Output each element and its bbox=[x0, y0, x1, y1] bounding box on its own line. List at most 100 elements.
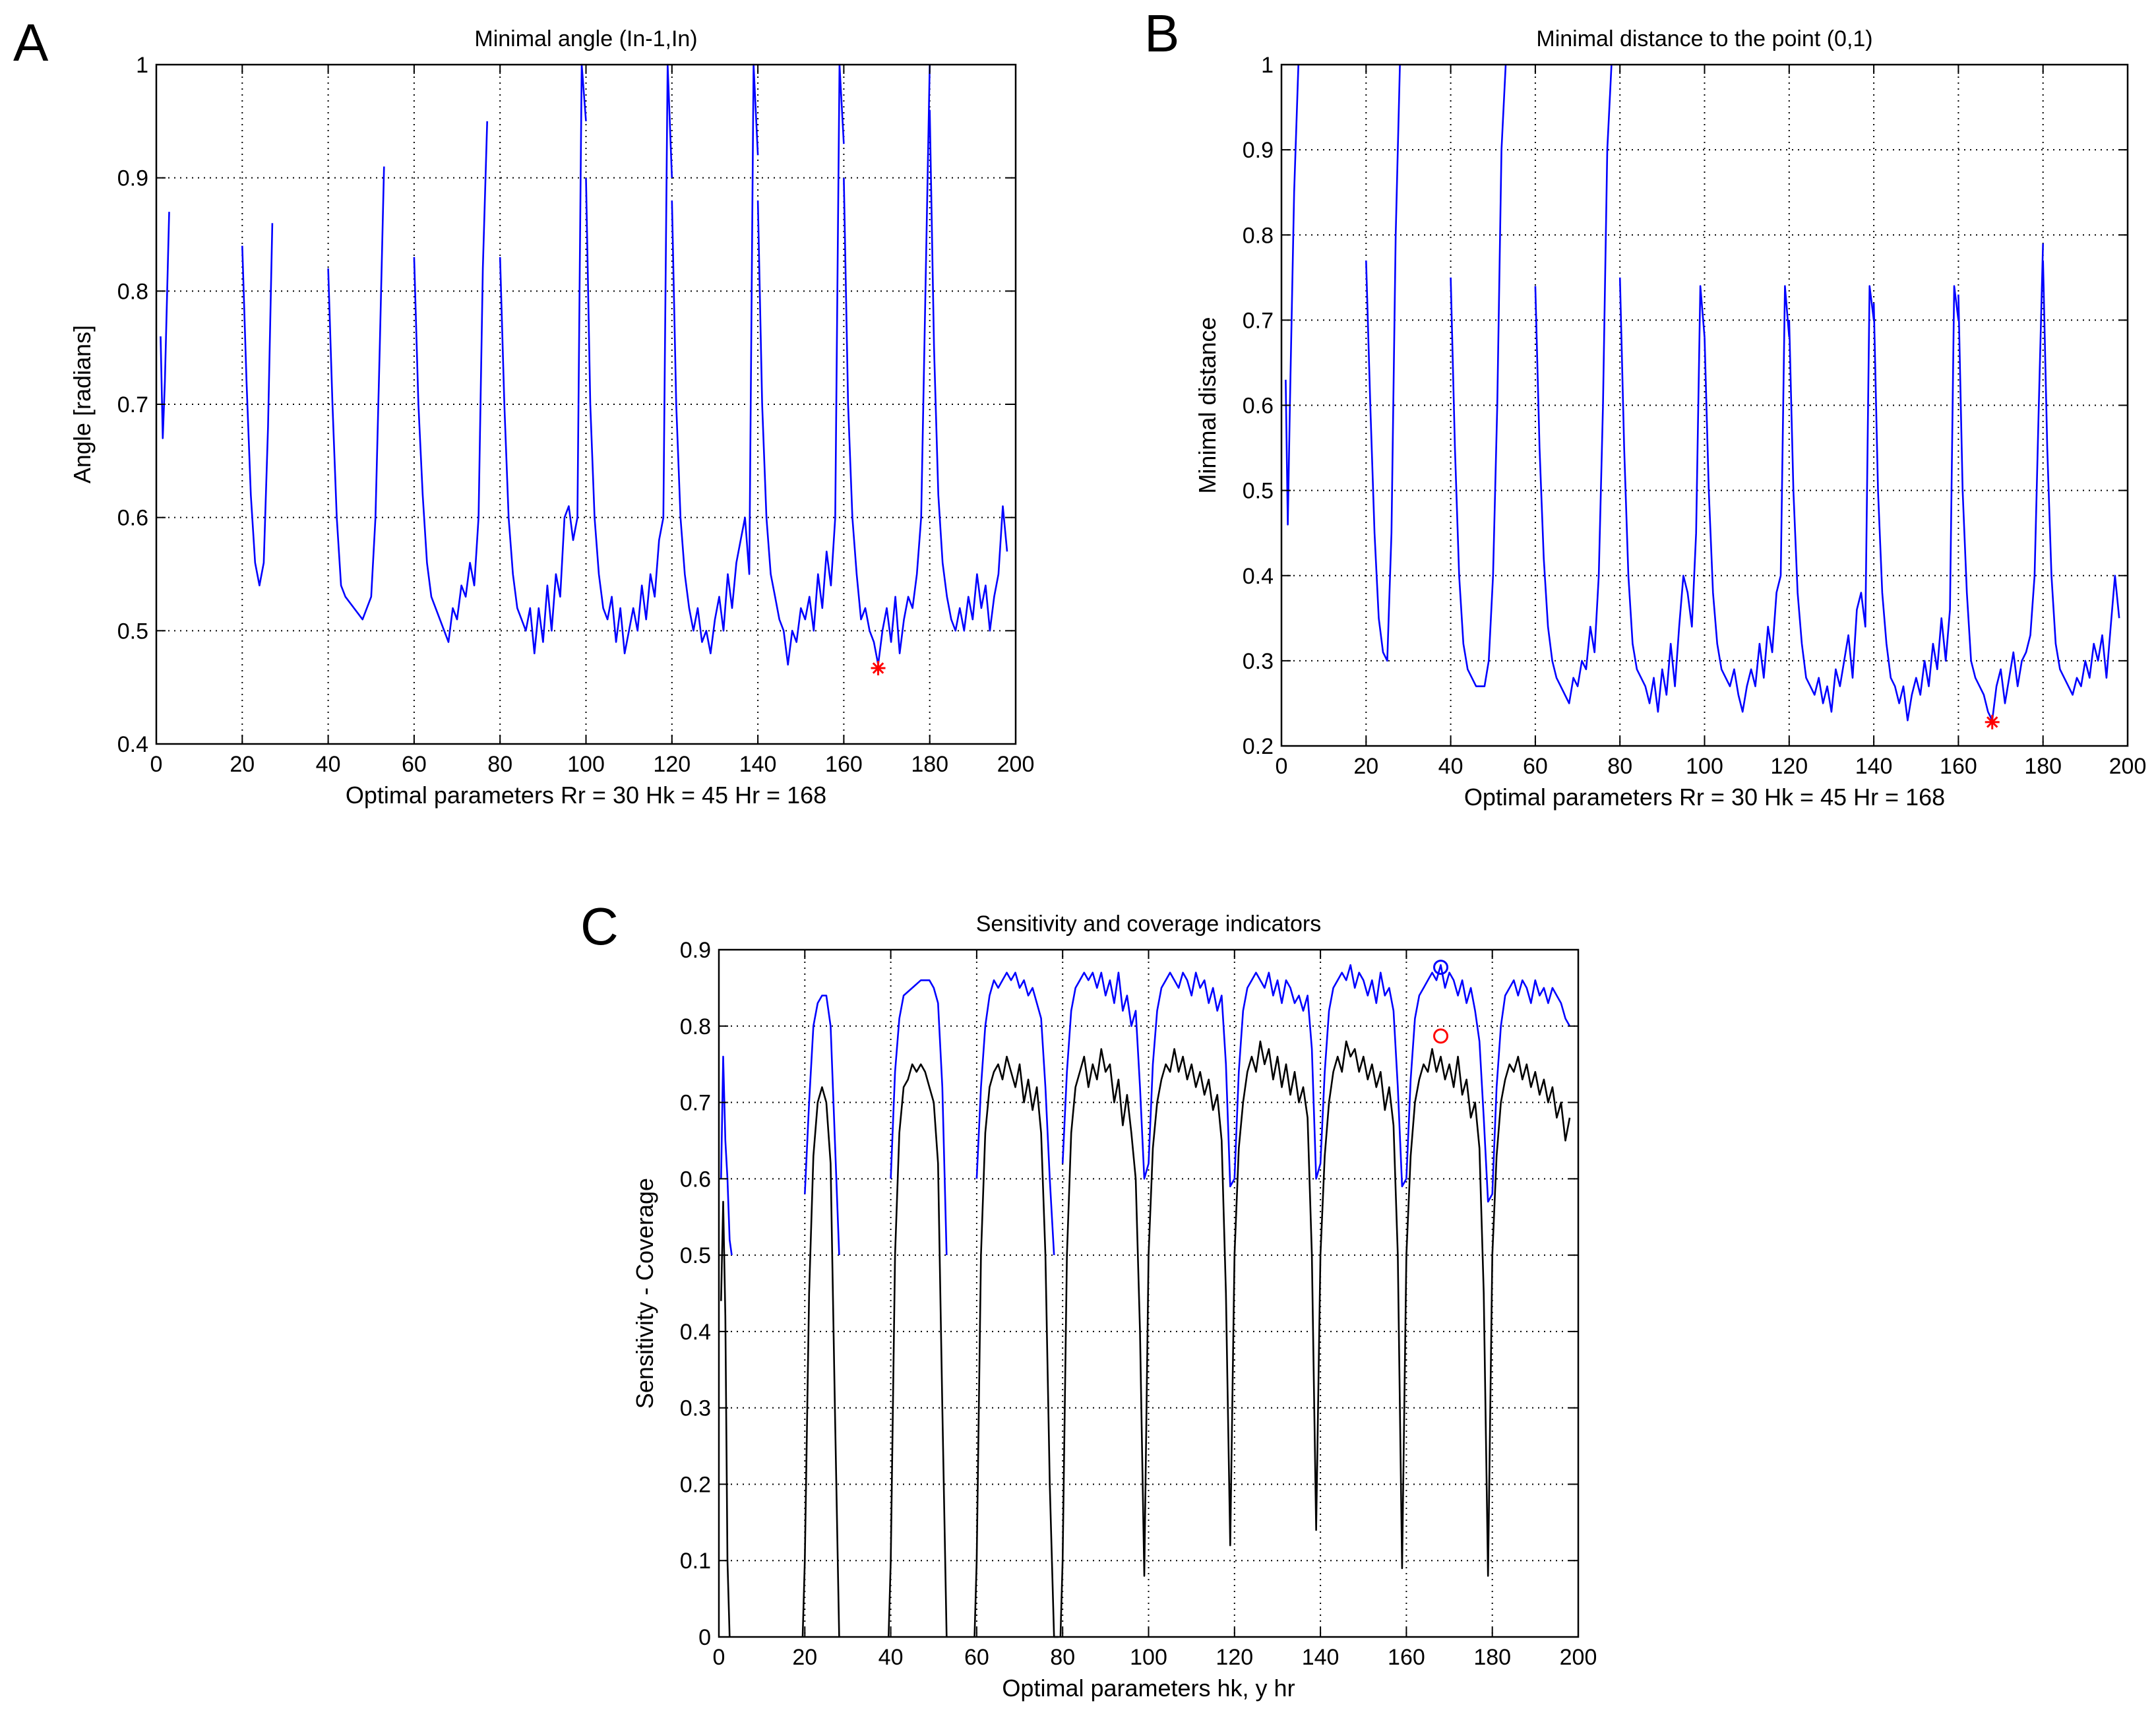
y-axis-label: Sensitivity - Coverage bbox=[631, 1178, 658, 1409]
y-tick-label: 0 bbox=[698, 1625, 711, 1650]
x-tick-label: 40 bbox=[316, 752, 341, 777]
series-sensitivity-line bbox=[1233, 971, 1322, 1180]
x-tick-label: 60 bbox=[402, 752, 427, 777]
y-tick-label: 1 bbox=[1261, 53, 1274, 78]
x-tick-label: 100 bbox=[1130, 1645, 1167, 1670]
y-tick-label: 0.4 bbox=[680, 1320, 711, 1345]
chart-title: Sensitivity and coverage indicators bbox=[976, 911, 1322, 937]
x-tick-label: 20 bbox=[1353, 754, 1378, 779]
y-tick-label: 0.9 bbox=[1243, 138, 1274, 163]
chart-panel-b: 0 20 40 60 80 100 120 140 160 180 200 0.2 0.3 0.4 0.5 0… bbox=[1194, 26, 2146, 811]
y-tick-label: 0.7 bbox=[680, 1091, 711, 1116]
y-tick-label: 0.3 bbox=[1243, 649, 1274, 674]
x-tick-label: 160 bbox=[825, 752, 863, 777]
series-angle-line bbox=[843, 64, 931, 666]
x-tick-label: 140 bbox=[1302, 1645, 1340, 1670]
x-tick-label: 120 bbox=[1770, 754, 1808, 779]
series-coverage-line bbox=[1405, 1048, 1493, 1577]
series-distance-line bbox=[1872, 285, 1959, 722]
series-angle-line bbox=[671, 63, 759, 655]
y-tick-label: 0.8 bbox=[117, 279, 148, 304]
x-tick-label: 180 bbox=[2024, 754, 2062, 779]
series-sensitivity-line bbox=[1405, 964, 1493, 1203]
x-axis-label: Optimal parameters hk, y hr bbox=[1002, 1675, 1295, 1702]
x-tick-label: 140 bbox=[1855, 754, 1893, 779]
x-tick-label: 60 bbox=[1523, 754, 1548, 779]
x-tick-label: 0 bbox=[713, 1645, 725, 1670]
chart-panel-a: 0 20 40 60 80 100 120 140 160 180 200 0.4 0.5 0.6 0.7 0… bbox=[69, 26, 1034, 809]
panel-label-c: C bbox=[580, 897, 619, 956]
chart-panel-c: 0 20 40 60 80 100 120 140 160 180 200 0 0.1 0.2 0.3 0.4… bbox=[631, 911, 1597, 1702]
series-distance-line bbox=[1365, 64, 1401, 662]
panel-label-b: B bbox=[1144, 4, 1179, 63]
series-sensitivity-line bbox=[720, 1055, 733, 1256]
y-tick-label: 0.5 bbox=[117, 619, 148, 644]
series-angle-line bbox=[160, 212, 170, 439]
x-tick-label: 80 bbox=[487, 752, 512, 777]
series-distance-line bbox=[1534, 64, 1613, 704]
optimum-star-marker bbox=[871, 660, 886, 675]
y-tick-label: 0.4 bbox=[117, 732, 148, 757]
optimum-star-marker bbox=[1985, 714, 2000, 729]
series-coverage-line bbox=[1491, 1055, 1571, 1256]
series-sensitivity-line bbox=[890, 979, 948, 1256]
series-angle-line bbox=[327, 166, 385, 621]
x-tick-label: 20 bbox=[230, 752, 255, 777]
x-tick-label: 180 bbox=[1473, 1645, 1511, 1670]
x-tick-label: 80 bbox=[1607, 754, 1632, 779]
y-tick-label: 0.5 bbox=[680, 1243, 711, 1268]
x-tick-label: 180 bbox=[911, 752, 948, 777]
series-sensitivity-line bbox=[1491, 979, 1571, 1194]
chart-title: Minimal angle (In-1,In) bbox=[474, 26, 697, 51]
y-axis-label: Minimal distance bbox=[1194, 317, 1221, 493]
series-sensitivity-line bbox=[1319, 964, 1407, 1188]
y-tick-label: 0.6 bbox=[117, 506, 148, 531]
x-tick-label: 160 bbox=[1388, 1645, 1425, 1670]
y-tick-label: 0.5 bbox=[1243, 479, 1274, 504]
series-coverage-line bbox=[1319, 1040, 1407, 1570]
panel-label-a: A bbox=[13, 13, 49, 72]
series-sensitivity-line bbox=[1148, 971, 1235, 1188]
series-angle-line bbox=[413, 121, 488, 643]
x-tick-label: 120 bbox=[653, 752, 691, 777]
x-tick-label: 100 bbox=[1686, 754, 1723, 779]
x-tick-label: 140 bbox=[739, 752, 777, 777]
y-tick-label: 0.4 bbox=[1243, 564, 1274, 589]
x-tick-label: 40 bbox=[878, 1645, 904, 1670]
y-tick-label: 0.1 bbox=[680, 1549, 711, 1574]
series-angle-line bbox=[241, 223, 274, 587]
star-stroke bbox=[1986, 716, 1998, 728]
series-distance-line bbox=[1450, 64, 1507, 687]
x-tick-label: 20 bbox=[792, 1645, 817, 1670]
optimum-circle-marker bbox=[1433, 960, 1449, 975]
series-coverage-line bbox=[888, 1063, 948, 1638]
y-tick-label: 0.7 bbox=[117, 392, 148, 417]
y-tick-label: 1 bbox=[136, 53, 148, 78]
series-sensitivity-line bbox=[804, 995, 840, 1256]
x-tick-label: 200 bbox=[997, 752, 1035, 777]
series-sensitivity-line bbox=[1061, 971, 1150, 1180]
y-tick-label: 0.6 bbox=[1243, 394, 1274, 419]
y-tick-label: 0.6 bbox=[680, 1167, 711, 1192]
optimum-circle-marker bbox=[1433, 1028, 1449, 1044]
x-tick-label: 80 bbox=[1050, 1645, 1075, 1670]
x-tick-label: 200 bbox=[1560, 1645, 1597, 1670]
y-axis-label: Angle [radians] bbox=[69, 325, 96, 483]
star-stroke bbox=[872, 662, 884, 674]
y-tick-label: 0.2 bbox=[1243, 734, 1274, 759]
x-tick-label: 200 bbox=[2109, 754, 2147, 779]
series-coverage-line bbox=[973, 1055, 1059, 1638]
y-tick-label: 0.9 bbox=[680, 938, 711, 963]
x-tick-label: 120 bbox=[1216, 1645, 1253, 1670]
x-axis-label: Optimal parameters Rr = 30 Hk = 45 Hr = … bbox=[346, 782, 826, 809]
x-tick-label: 60 bbox=[964, 1645, 989, 1670]
series-distance-line bbox=[1618, 277, 1706, 713]
y-tick-label: 0.8 bbox=[1243, 223, 1274, 248]
chart-title: Minimal distance to the point (0,1) bbox=[1536, 26, 1872, 51]
series-distance-line bbox=[1704, 285, 1791, 713]
x-tick-label: 40 bbox=[1438, 754, 1463, 779]
y-tick-label: 0.3 bbox=[680, 1396, 711, 1421]
x-tick-label: 0 bbox=[1276, 754, 1288, 779]
series-coverage-line bbox=[801, 1086, 840, 1638]
